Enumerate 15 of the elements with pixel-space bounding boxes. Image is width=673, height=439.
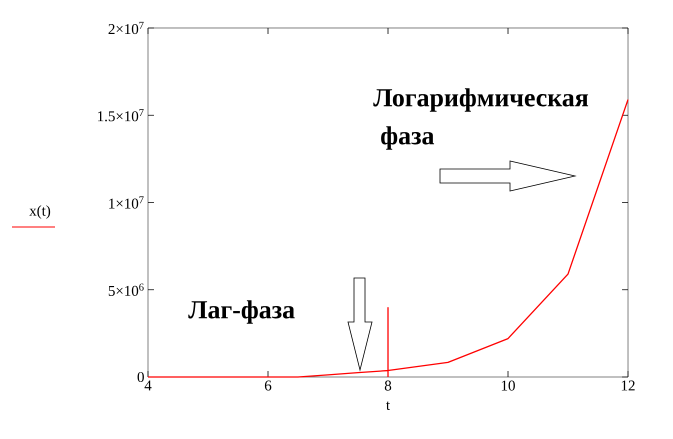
x-tick-label: 6 (264, 380, 272, 391)
annotation: фаза (381, 126, 434, 150)
y-tick-label: 5×10$^{6}$ (108, 284, 144, 296)
annotation: Лаг-фаза (188, 300, 295, 324)
x-tick-label: 12 (622, 380, 635, 390)
annotation: Логарифмическая (373, 88, 588, 112)
y-tick-label: 0 (138, 372, 144, 382)
text: x(t) (29, 205, 50, 219)
y-tick-label: 1.5×10$^{7}$ (98, 109, 144, 122)
x-axis-title: t (386, 401, 390, 410)
x-tick-label: 4 (144, 380, 152, 390)
y-tick-label: 2×10$^{7}$ (108, 22, 144, 34)
x-tick-label: 10 (502, 380, 515, 391)
x-tick-label: 8 (384, 380, 392, 391)
y-tick-label: 1×10$^{7}$ (109, 196, 144, 209)
